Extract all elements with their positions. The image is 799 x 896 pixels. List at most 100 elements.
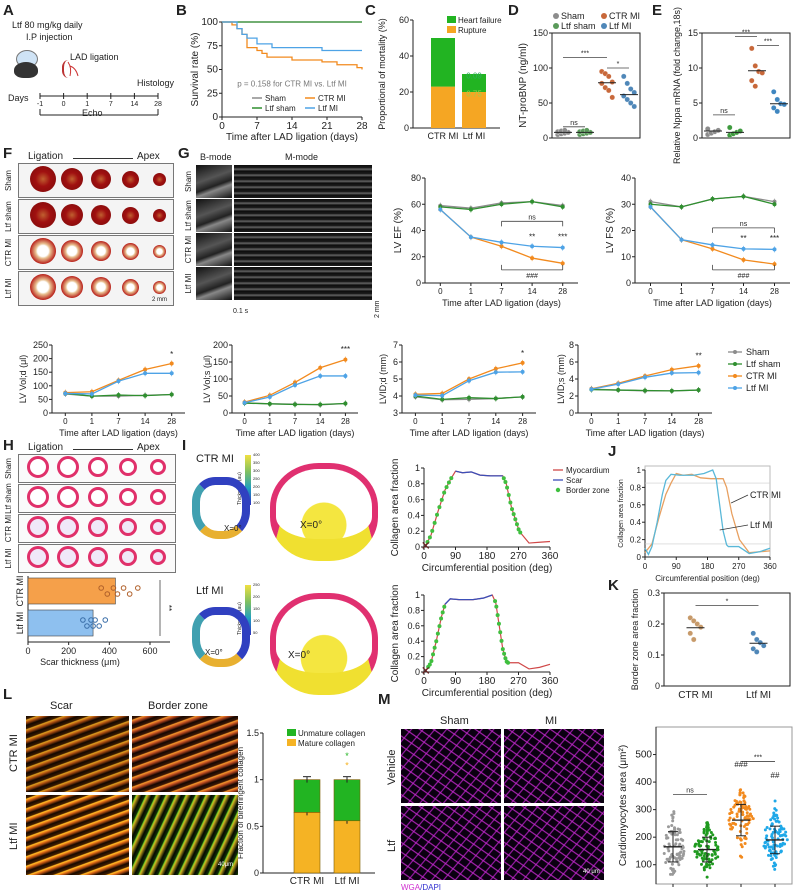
data-point xyxy=(745,831,749,835)
mouse-icon xyxy=(14,62,38,78)
data-point xyxy=(468,207,473,212)
m-stain-dapi: /DAPI xyxy=(420,883,442,892)
data-point xyxy=(674,842,678,846)
border-zone-point xyxy=(503,479,508,484)
border-zone-point xyxy=(494,604,499,609)
data-point xyxy=(169,361,174,366)
h-arrow xyxy=(73,449,133,450)
data-point xyxy=(695,855,699,859)
data-point xyxy=(499,240,504,245)
series-label: CTR MI xyxy=(750,490,781,500)
significance-label: ** xyxy=(529,233,535,242)
h-row-label: CTR MI xyxy=(4,514,13,543)
f-scale-bar-label: 2 mm xyxy=(152,297,167,303)
data-point xyxy=(102,617,109,623)
data-point xyxy=(710,242,715,247)
x-tick-label: 28 xyxy=(356,121,368,132)
y-tick-label: 0 xyxy=(655,681,660,691)
border-zone-point xyxy=(496,621,501,626)
heart-section xyxy=(61,168,83,190)
y-tick-label: 50 xyxy=(218,391,228,401)
y-tick-label: 20 xyxy=(411,252,421,262)
data-point xyxy=(779,826,783,830)
l-image-ltf-border xyxy=(132,795,238,875)
data-point xyxy=(745,814,749,818)
data-point xyxy=(754,649,760,655)
data-point xyxy=(772,811,776,815)
data-point xyxy=(728,816,732,820)
data-point xyxy=(710,246,715,251)
y-tick-label: 1 xyxy=(415,590,420,600)
x-tick-label: 180 xyxy=(479,551,496,562)
y-tick-label: 0.6 xyxy=(407,495,420,505)
l-col-border-zone: Border zone xyxy=(148,700,208,712)
data-point xyxy=(715,848,719,852)
g-bmode-image xyxy=(196,165,232,198)
h-header-ligation: Ligation xyxy=(28,442,64,453)
data-point xyxy=(621,73,627,80)
data-point xyxy=(763,828,767,832)
data-point xyxy=(766,842,770,846)
y-tick-label: 3 xyxy=(393,408,398,418)
data-point xyxy=(413,393,418,398)
x-tick-label: 14 xyxy=(528,287,537,296)
significance-label: ns xyxy=(686,787,694,794)
border-zone-point xyxy=(505,485,510,490)
data-point xyxy=(731,825,735,829)
data-point xyxy=(699,844,703,848)
y-axis-label: Cardiomyocytes area (μm²) xyxy=(618,745,629,866)
y-tick-label: 0 xyxy=(404,123,409,133)
border-zone-point xyxy=(500,647,505,652)
i-thickness-map xyxy=(192,607,250,667)
x-tick-label: 28 xyxy=(694,417,703,426)
data-point xyxy=(711,862,715,866)
data-label: 0.75 xyxy=(466,89,482,98)
data-point xyxy=(628,86,634,92)
data-point xyxy=(318,402,323,407)
heart-section xyxy=(152,244,166,258)
heart-section xyxy=(61,240,83,262)
heart-section xyxy=(152,208,166,222)
surgery-label: LAD ligation xyxy=(70,52,119,62)
data-point xyxy=(530,244,535,249)
border-zone-point xyxy=(511,512,516,517)
x-tick-label: 360 xyxy=(542,551,559,562)
data-point xyxy=(771,830,775,834)
x-axis-label: Time after LAD ligation (days) xyxy=(442,298,561,308)
data-point xyxy=(735,836,739,840)
l-scale-bar: 40μm xyxy=(218,862,234,868)
g-row-label: CTR MI xyxy=(184,235,193,264)
significance-label: * xyxy=(617,61,620,68)
y-tick-label: 0 xyxy=(693,133,698,143)
x-tick-label: 14 xyxy=(316,417,325,426)
h-masson-section xyxy=(27,456,49,478)
data-point xyxy=(761,642,767,649)
data-point xyxy=(767,845,771,849)
data-point xyxy=(742,824,746,828)
data-point xyxy=(675,852,679,856)
x-tick-label: 28 xyxy=(558,287,567,296)
x-tick-label: Ltf MI xyxy=(463,131,486,141)
data-point xyxy=(104,591,111,597)
border-zone-point xyxy=(427,535,432,540)
h-masson-section xyxy=(150,549,166,565)
y-tick-label: 100 xyxy=(201,17,218,28)
x-tick-label: 1 xyxy=(616,417,621,426)
y-tick-label: 0 xyxy=(254,868,259,878)
plot-frame xyxy=(663,592,791,687)
significance-label: *** xyxy=(558,233,567,242)
y-tick-label: 0 xyxy=(569,408,574,418)
heart-section xyxy=(30,238,56,264)
legend-swatch xyxy=(447,16,456,23)
x-tick-label: 7 xyxy=(254,121,260,132)
data-point xyxy=(499,244,504,249)
border-zone-point xyxy=(449,476,454,481)
x-tick-label: 1 xyxy=(440,417,445,426)
y-tick-label: 0.2 xyxy=(407,652,420,662)
i-group-ltf: Ltf MI xyxy=(196,585,224,597)
data-point xyxy=(143,371,148,376)
data-point xyxy=(96,623,102,629)
data-point xyxy=(114,591,121,597)
significance-label: *** xyxy=(764,39,772,46)
x-tick-label: 1 xyxy=(469,287,474,296)
